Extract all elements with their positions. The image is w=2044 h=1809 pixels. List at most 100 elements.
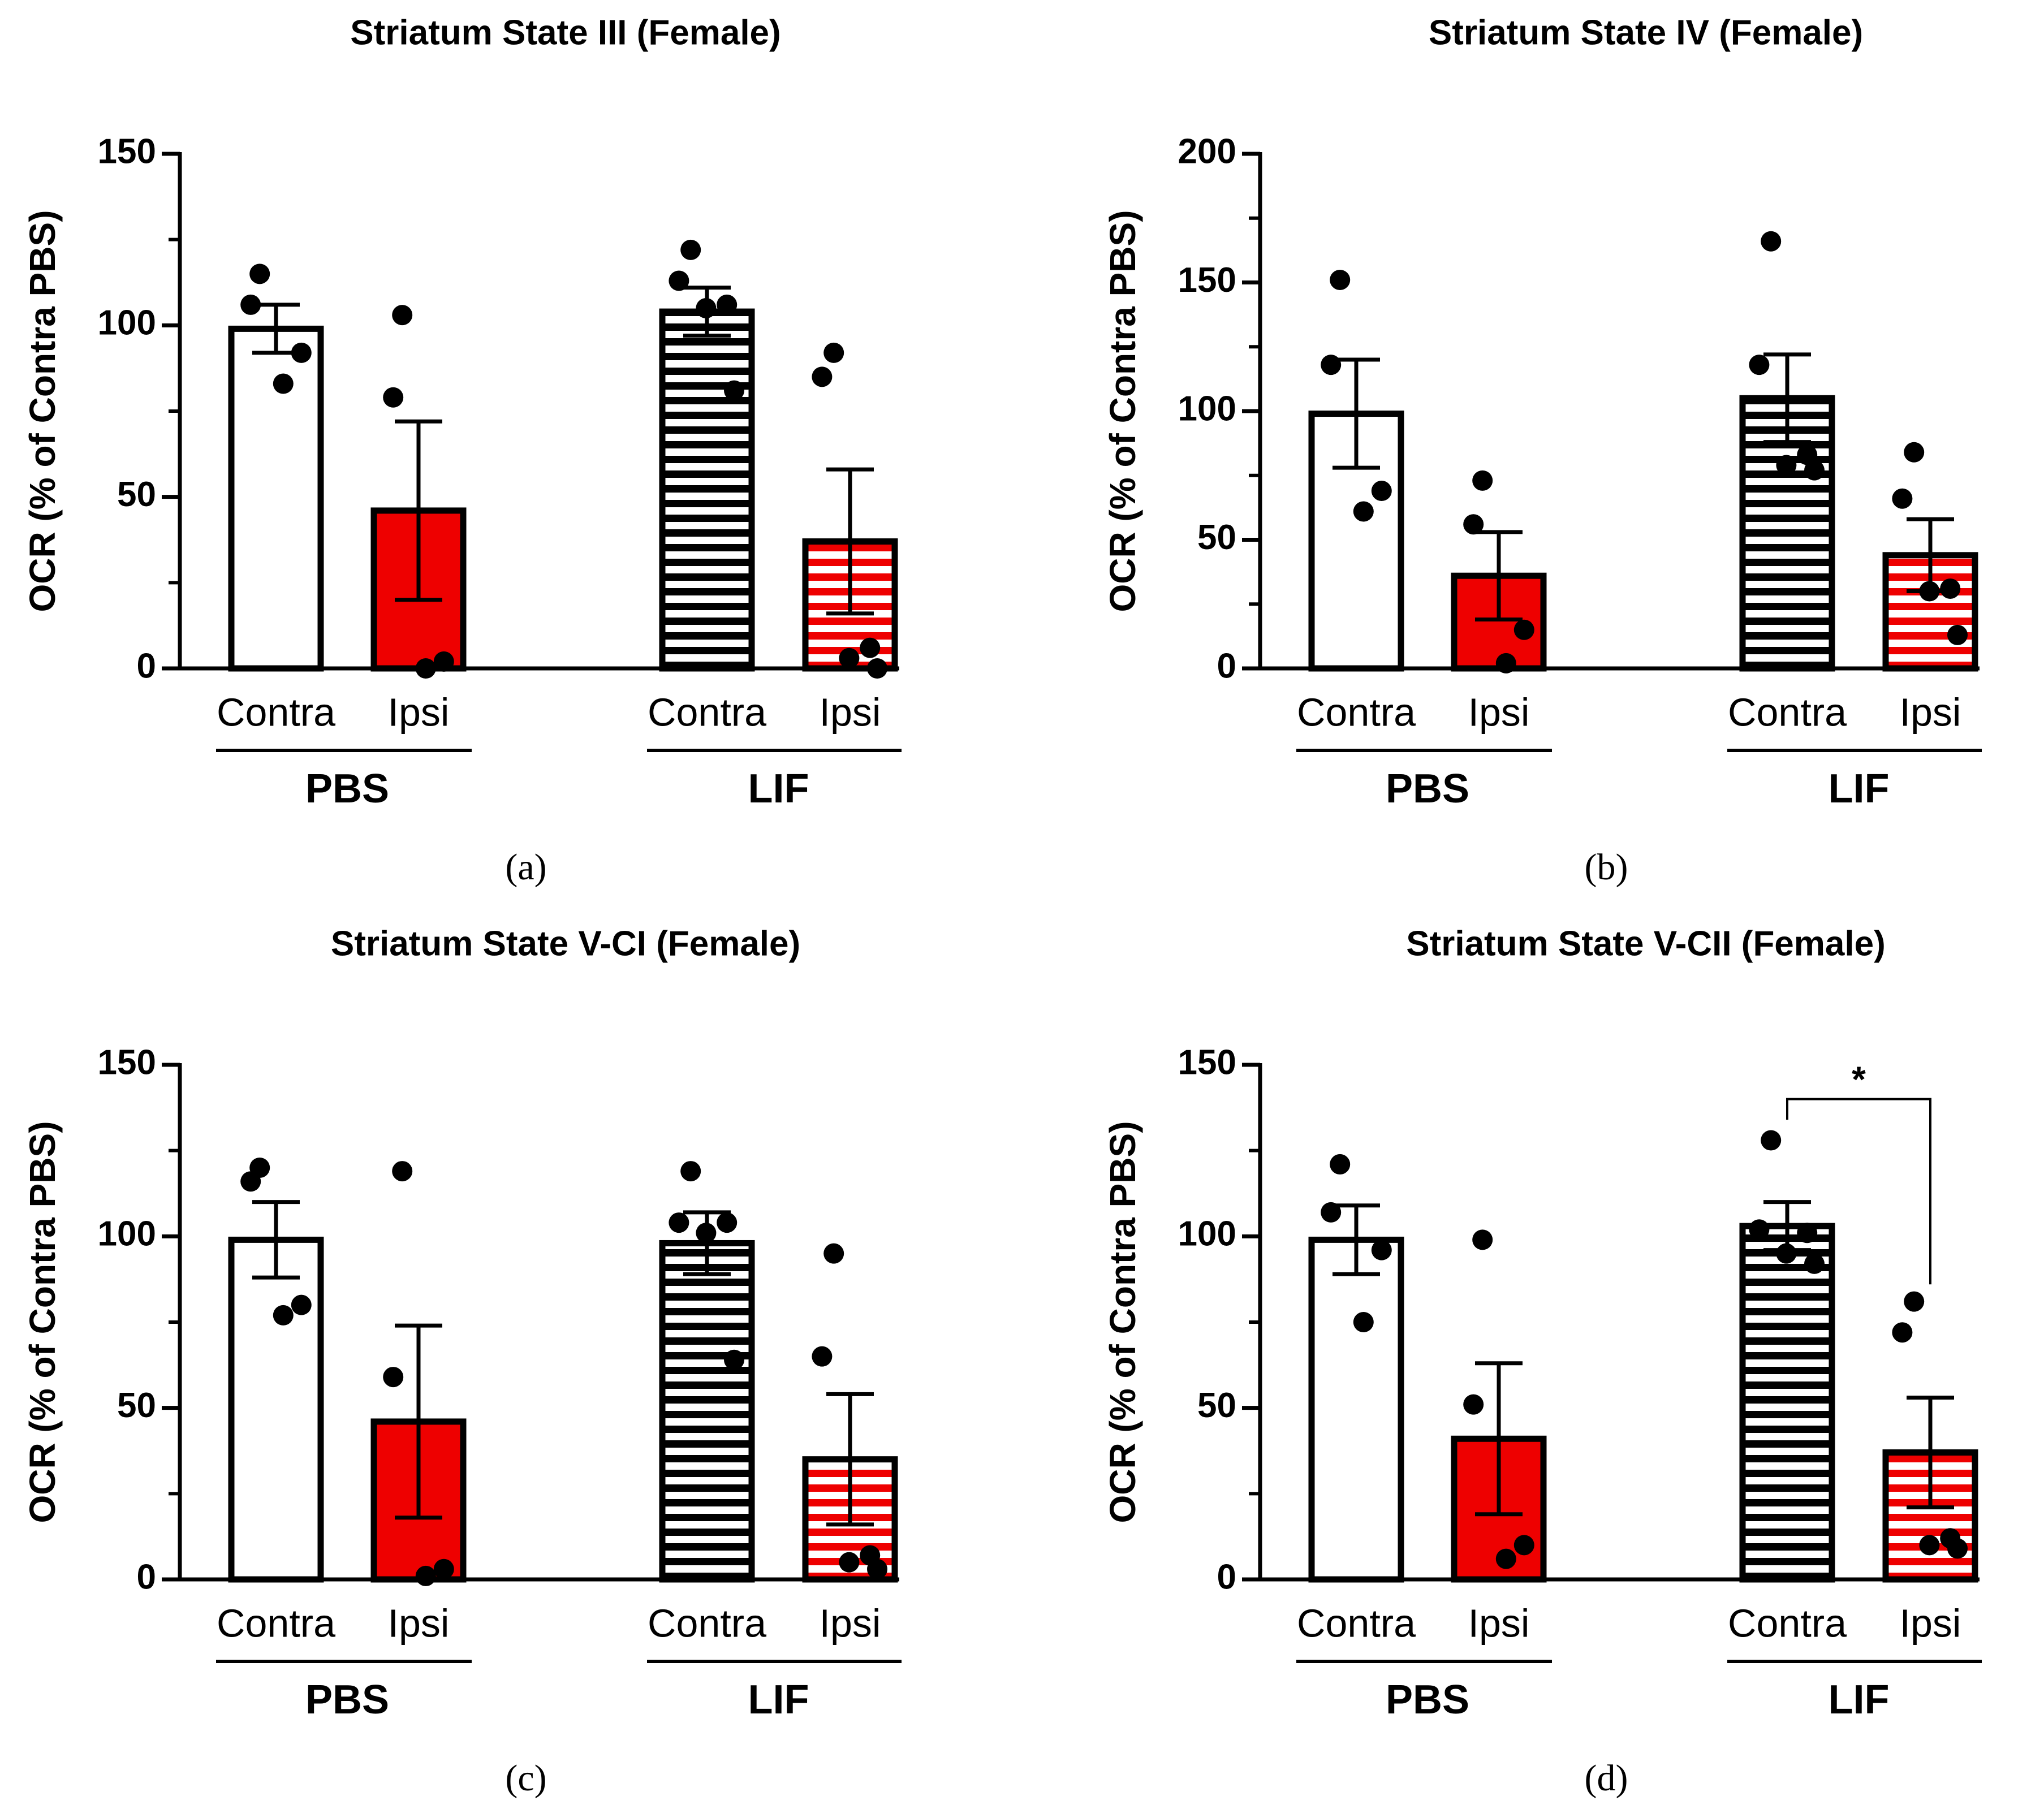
data-point (415, 658, 436, 679)
data-point (273, 1305, 294, 1326)
data-point (1472, 1229, 1493, 1250)
chart-title: Striatum State IV (Female) (1429, 13, 1863, 52)
data-point (724, 1349, 744, 1370)
y-axis-label: OCR (% of Contra PBS) (22, 1121, 63, 1523)
y-tick-label: 50 (1197, 1386, 1236, 1425)
data-point (392, 1161, 413, 1182)
x-category-label: Ipsi (1900, 690, 1961, 734)
data-point (680, 1161, 701, 1182)
x-category-label: Ipsi (388, 690, 450, 734)
data-point (867, 1558, 887, 1579)
panel-label: (b) (1585, 847, 1628, 888)
y-tick-label: 0 (1217, 646, 1236, 685)
data-point (392, 305, 413, 326)
data-point (1804, 1253, 1825, 1274)
data-point (1330, 1154, 1351, 1175)
data-point (1761, 231, 1782, 252)
y-tick-label: 100 (1178, 1215, 1236, 1254)
data-point (823, 342, 844, 363)
chart-panel-d: Striatum State V-CII (Female) OCR (% of C… (1102, 924, 1982, 1799)
y-axis-label: OCR (% of Contra PBS) (1102, 1121, 1143, 1523)
x-category-label: Ipsi (388, 1601, 450, 1645)
chart-title: Striatum State V-CI (Female) (331, 924, 800, 963)
panel-label: (a) (505, 847, 546, 888)
x-category-label: Ipsi (1900, 1601, 1961, 1645)
data-point (240, 1171, 261, 1192)
data-point (1472, 470, 1493, 491)
data-point (1371, 481, 1392, 502)
data-point (1797, 444, 1818, 465)
y-tick-label: 100 (98, 304, 156, 343)
data-point (1321, 355, 1342, 375)
y-tick-label: 150 (1178, 261, 1236, 300)
data-point (433, 651, 454, 672)
data-point (1892, 488, 1913, 509)
y-tick-label: 0 (137, 1557, 156, 1596)
bar-lif-contra (1739, 1223, 1835, 1583)
y-tick-label: 0 (1217, 1557, 1236, 1596)
data-point (1353, 1312, 1374, 1332)
group-label-pbs: PBS (1386, 1677, 1469, 1722)
x-category-label: Contra (217, 690, 335, 734)
data-point (867, 658, 887, 679)
data-point (291, 342, 312, 363)
x-category-label: Contra (1728, 1601, 1847, 1645)
group-label-lif: LIF (1829, 1677, 1890, 1722)
y-tick-label: 150 (98, 1043, 156, 1082)
group-label-pbs: PBS (1386, 766, 1469, 811)
data-point (724, 380, 744, 401)
chart-panel-c: Striatum State V-CI (Female) OCR (% of Co… (22, 924, 902, 1799)
data-point (669, 270, 689, 291)
x-category-label: Ipsi (820, 690, 881, 734)
data-point (696, 298, 717, 318)
significance-bracket (1786, 1098, 1931, 1285)
x-category-label: Contra (1728, 690, 1847, 734)
data-point (680, 239, 701, 260)
bar-lif-contra (659, 308, 755, 672)
data-point (249, 264, 270, 284)
data-point (1947, 624, 1968, 645)
data-point (696, 1223, 717, 1244)
x-category-label: Contra (1297, 1601, 1416, 1645)
chart-title: Striatum State III (Female) (350, 13, 780, 52)
x-category-label: Contra (1297, 690, 1416, 734)
group-label-pbs: PBS (305, 766, 389, 811)
chart-panel-a: Striatum State III (Female) OCR (% of Con… (22, 13, 902, 888)
data-point (1797, 1223, 1818, 1244)
data-point (1761, 1130, 1782, 1151)
data-point (669, 1212, 689, 1233)
data-point (1463, 1394, 1484, 1415)
data-point (1776, 1243, 1797, 1264)
data-point (1804, 460, 1825, 481)
data-point (383, 387, 404, 408)
group-label-pbs: PBS (305, 1677, 389, 1722)
data-point (383, 1367, 404, 1388)
data-point (1940, 578, 1961, 599)
group-label-lif: LIF (748, 766, 809, 811)
data-point (291, 1294, 312, 1315)
y-tick-label: 100 (98, 1215, 156, 1254)
data-point (1892, 1322, 1913, 1343)
data-point (433, 1558, 454, 1579)
y-tick-label: 50 (117, 475, 156, 514)
x-category-label: Contra (648, 1601, 766, 1645)
data-point (1513, 619, 1534, 640)
data-point (812, 1346, 833, 1367)
data-point (1495, 1548, 1516, 1569)
data-point (1749, 355, 1770, 375)
data-point (839, 647, 860, 668)
data-point (1513, 1535, 1534, 1556)
data-point (1330, 269, 1351, 290)
bar-pbs-contra (1308, 1236, 1404, 1583)
panel-label: (d) (1585, 1758, 1628, 1799)
y-tick-label: 200 (1178, 132, 1236, 171)
data-point (1919, 581, 1940, 602)
group-label-lif: LIF (1829, 766, 1890, 811)
significance-marker: * (1852, 1059, 1866, 1100)
bar-lif-contra (659, 1240, 755, 1583)
x-category-label: Contra (648, 690, 766, 734)
group-label-lif: LIF (748, 1677, 809, 1722)
data-point (1495, 653, 1516, 673)
data-point (1947, 1538, 1968, 1559)
